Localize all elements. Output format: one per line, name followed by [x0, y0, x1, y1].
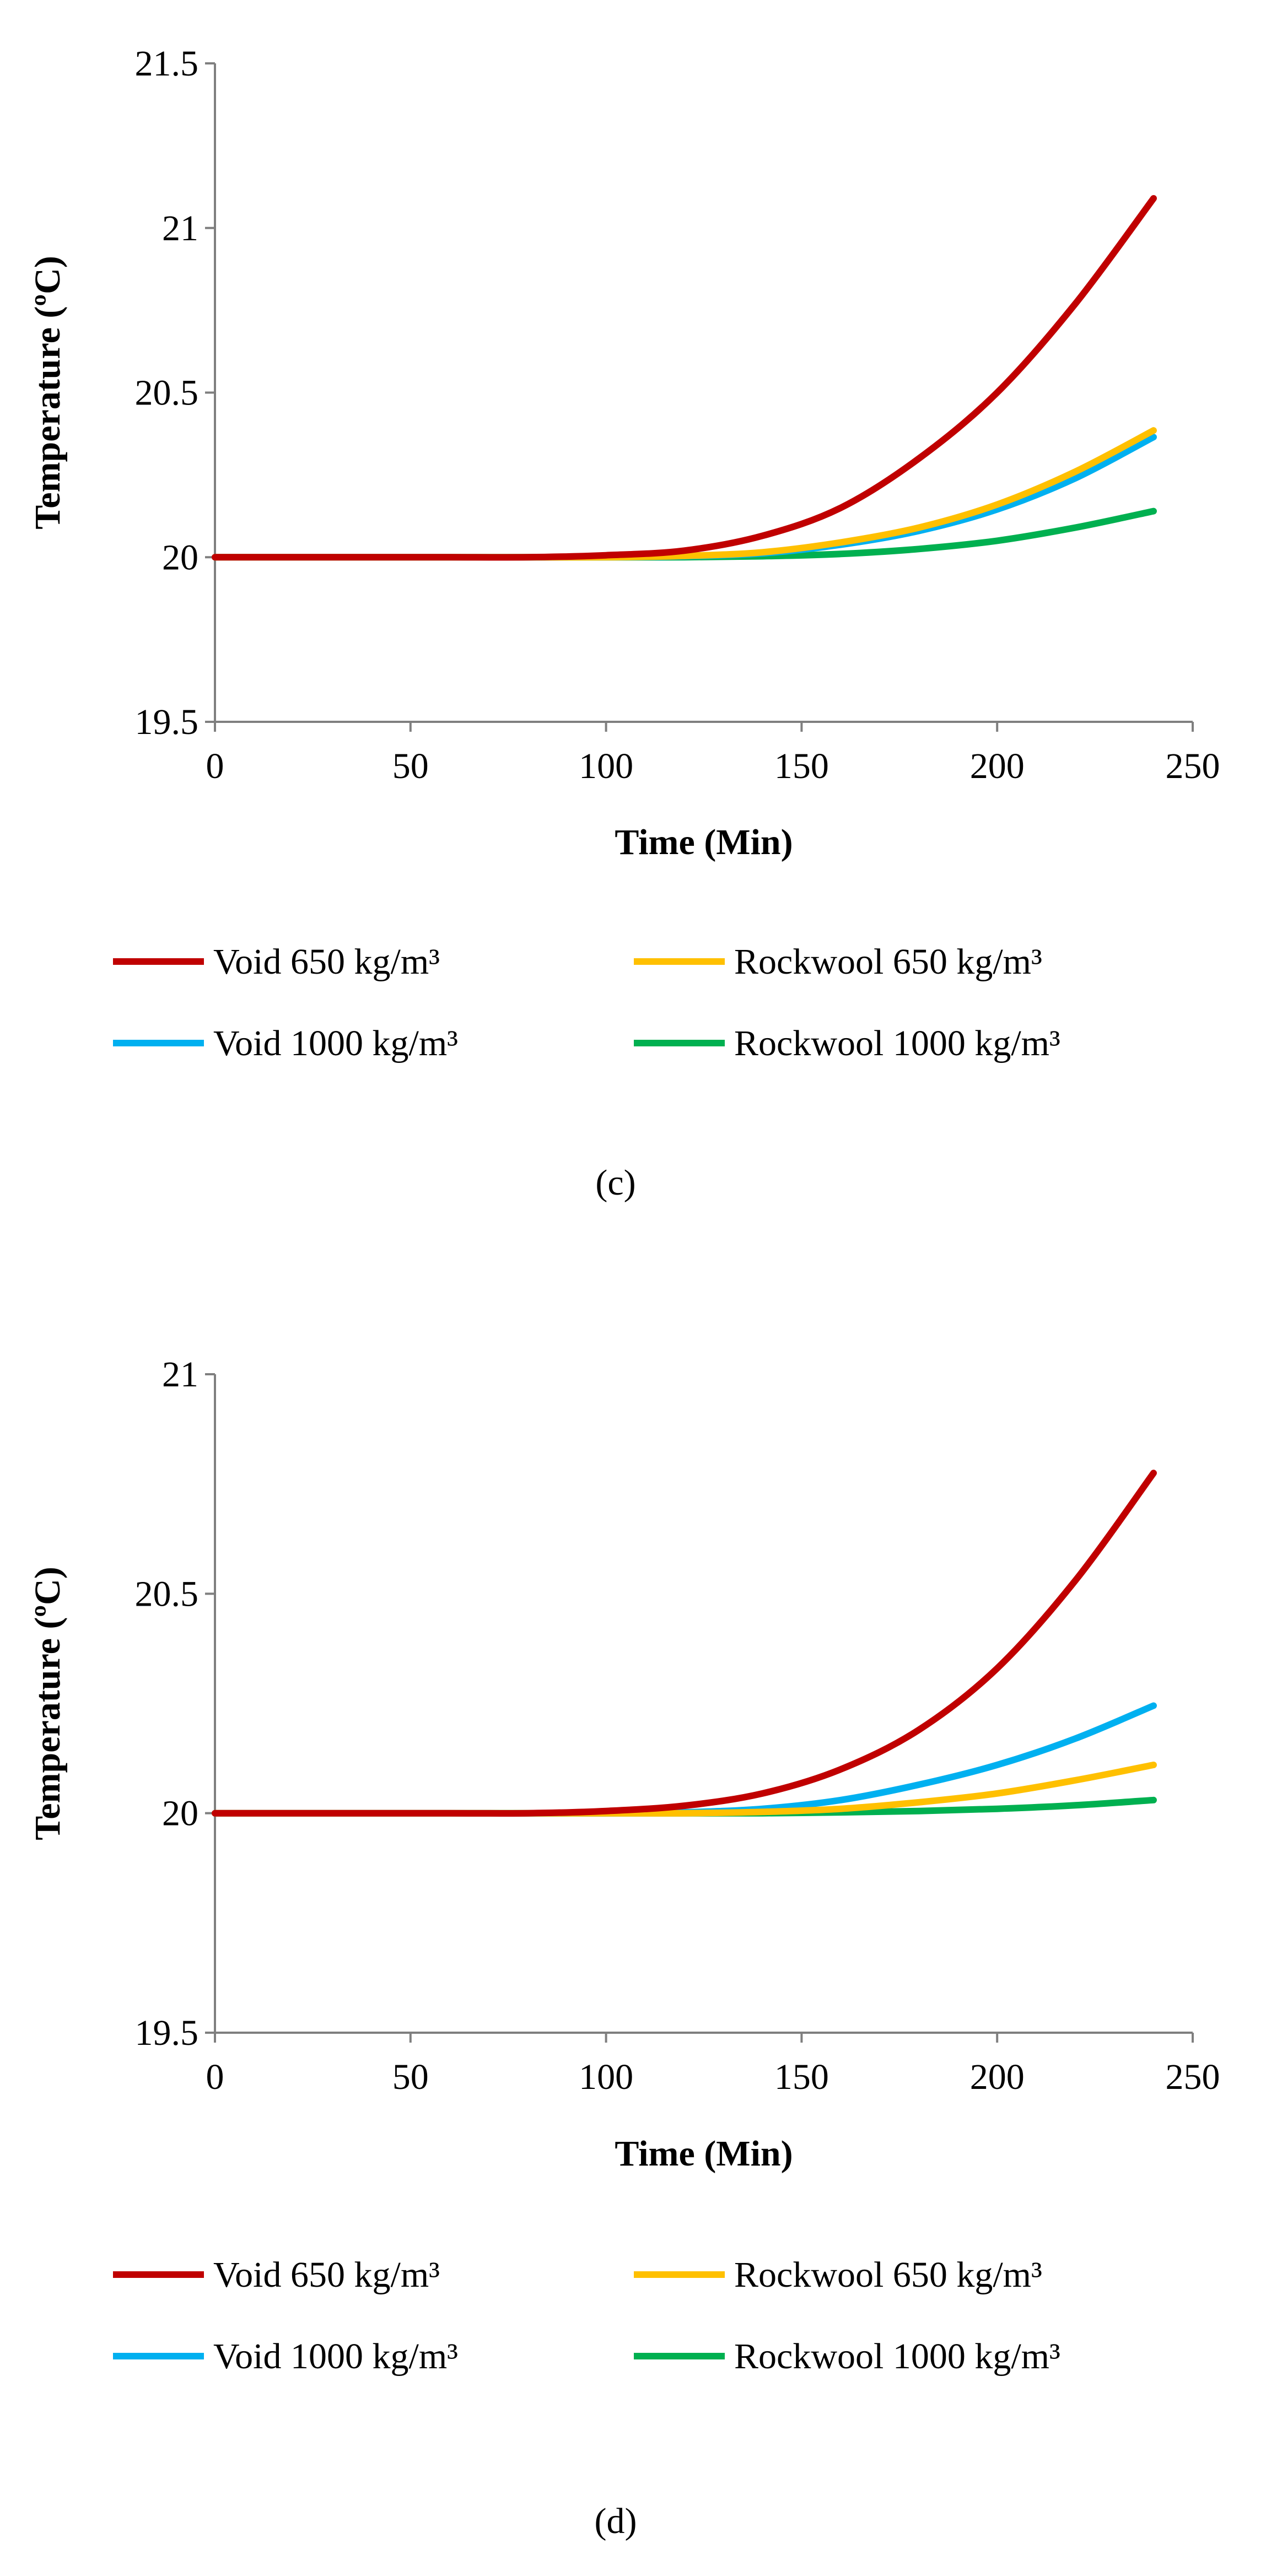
series-line-void-650-kg-m	[212, 195, 1157, 561]
x-tick-label: 200	[970, 746, 1025, 786]
legend-label: Rockwool 650 kg/m³	[734, 2255, 1042, 2295]
y-tick-label: 20	[162, 537, 198, 577]
chart-panel-c: 19.5 20 20.5 21 21.5 0 50 100 150 200 250 Time (Min…	[28, 44, 1220, 1203]
legend-label: Rockwool 650 kg/m³	[734, 942, 1042, 982]
legend-item: Rockwool 1000 kg/m³	[634, 2336, 1060, 2377]
y-tick-label: 20.5	[135, 373, 199, 413]
legend-item: Rockwool 650 kg/m³	[634, 942, 1042, 982]
x-tick-label: 200	[970, 2057, 1025, 2097]
y-tick-label: 21	[162, 208, 198, 249]
x-tick-label: 100	[579, 2057, 633, 2097]
y-tick-label: 21	[162, 1354, 198, 1395]
x-tick-label: 50	[392, 746, 429, 786]
x-tick-label: 250	[1166, 2057, 1220, 2097]
panel-label: (d)	[595, 2501, 637, 2541]
legend-item: Void 650 kg/m³	[113, 942, 440, 982]
y-tick-label: 19.5	[135, 2013, 199, 2053]
x-tick-label: 0	[206, 2057, 224, 2097]
x-axis-title: Time (Min)	[615, 2134, 793, 2174]
legend-label: Void 1000 kg/m³	[213, 1023, 458, 1063]
x-tick-label: 250	[1166, 746, 1220, 786]
legend-item: Void 1000 kg/m³	[113, 2336, 458, 2377]
legend-item: Rockwool 650 kg/m³	[634, 2255, 1042, 2295]
chart-panel-d: 19.5 20 20.5 21 0 50 100 150 200 250 Time (Min) Tem…	[28, 1354, 1220, 2541]
x-tick-label: 100	[579, 746, 633, 786]
y-tick-label: 20.5	[135, 1574, 199, 1614]
panel-label: (c)	[595, 1163, 635, 1203]
legend-item: Void 650 kg/m³	[113, 2255, 440, 2295]
legend-label: Void 1000 kg/m³	[213, 2336, 458, 2377]
legend-label: Void 650 kg/m³	[213, 2255, 440, 2295]
y-axis-title: Temperature (ºC)	[28, 1567, 68, 1840]
y-tick-label: 21.5	[135, 44, 199, 84]
x-tick-label: 0	[206, 746, 224, 786]
legend-item: Void 1000 kg/m³	[113, 1023, 458, 1063]
legend-label: Rockwool 1000 kg/m³	[734, 2336, 1060, 2377]
series-line-void-650-kg-m	[212, 1470, 1157, 1817]
y-tick-label: 20	[162, 1794, 198, 1834]
x-axis-title: Time (Min)	[615, 822, 793, 862]
x-tick-label: 50	[392, 2057, 429, 2097]
y-axis-title: Temperature (ºC)	[28, 256, 68, 530]
legend-label: Void 650 kg/m³	[213, 942, 440, 982]
y-tick-label: 19.5	[135, 702, 199, 742]
x-tick-label: 150	[774, 746, 829, 786]
x-tick-label: 150	[774, 2057, 829, 2097]
series-line-void-1000-kg-m	[212, 1702, 1157, 1817]
legend-item: Rockwool 1000 kg/m³	[634, 1023, 1060, 1063]
legend-label: Rockwool 1000 kg/m³	[734, 1023, 1060, 1063]
